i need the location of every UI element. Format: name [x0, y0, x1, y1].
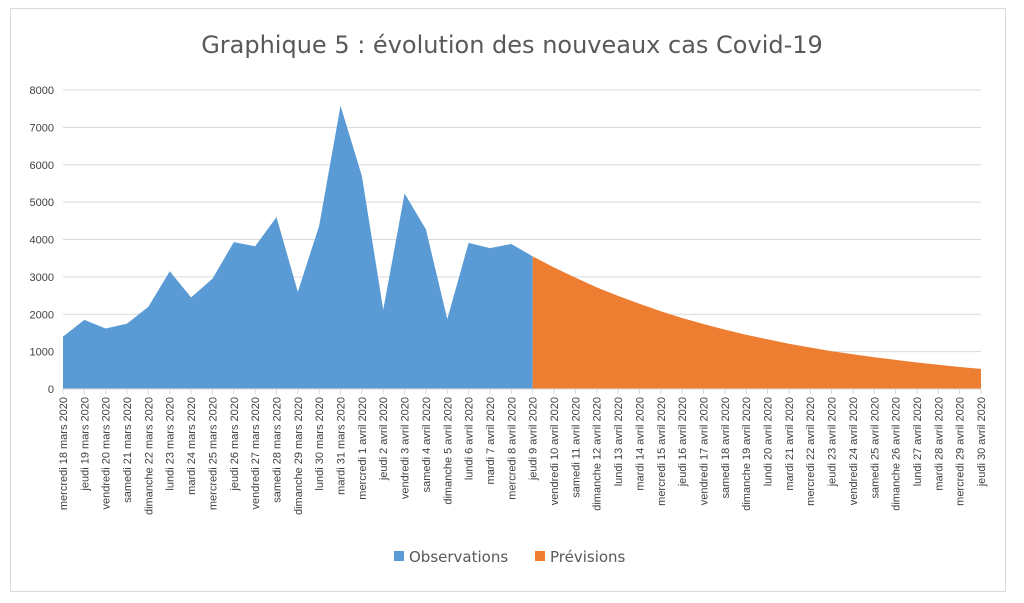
- x-tick-label-32: dimanche 19 avril 2020: [741, 397, 753, 511]
- chart-title: Graphique 5 : évolution des nouveaux cas…: [201, 31, 823, 59]
- x-tick-label-31: samedi 18 avril 2020: [720, 397, 732, 499]
- x-tick-label-25: dimanche 12 avril 2020: [592, 397, 604, 511]
- y-tick-label-5: 5000: [30, 197, 54, 209]
- area-series-previsions: [532, 256, 981, 389]
- y-tick-label-1: 1000: [30, 347, 54, 359]
- x-tick-label-11: dimanche 29 mars 2020: [293, 397, 305, 515]
- x-tick-label-18: dimanche 5 avril 2020: [442, 397, 454, 505]
- x-tick-label-16: vendredi 3 avril 2020: [400, 397, 412, 499]
- x-tick-label-33: lundi 20 avril 2020: [763, 397, 775, 486]
- y-tick-label-8: 8000: [30, 85, 54, 97]
- x-tick-label-41: mardi 28 avril 2020: [933, 397, 945, 491]
- x-tick-label-1: jeudi 19 mars 2020: [79, 397, 91, 492]
- x-tick-label-4: dimanche 22 mars 2020: [143, 397, 155, 515]
- x-tick-label-26: lundi 13 avril 2020: [613, 397, 625, 486]
- y-tick-label-2: 2000: [30, 309, 54, 321]
- x-tick-label-10: samedi 28 mars 2020: [271, 397, 283, 503]
- x-tick-label-21: mercredi 8 avril 2020: [506, 397, 518, 500]
- x-tick-label-38: samedi 25 avril 2020: [869, 397, 881, 499]
- x-tick-label-17: samedi 4 avril 2020: [421, 397, 433, 492]
- x-tick-label-6: mardi 24 mars 2020: [186, 397, 198, 495]
- x-tick-label-37: vendredi 24 avril 2020: [848, 397, 860, 505]
- x-tick-label-22: jeudi 9 avril 2020: [528, 397, 540, 481]
- x-tick-label-42: mercredi 29 avril 2020: [955, 397, 967, 506]
- x-tick-label-24: samedi 11 avril 2020: [570, 397, 582, 498]
- x-tick-label-27: mardi 14 avril 2020: [634, 397, 646, 491]
- x-tick-label-23: vendredi 10 avril 2020: [549, 397, 561, 505]
- x-tick-label-5: lundi 23 mars 2020: [165, 397, 177, 491]
- x-tick-label-43: jeudi 30 avril 2020: [976, 397, 988, 487]
- legend: Observations Prévisions: [394, 548, 626, 566]
- x-tick-label-30: vendredi 17 avril 2020: [698, 397, 710, 505]
- legend-label-0: Observations: [409, 548, 508, 566]
- x-tick-label-34: mardi 21 avril 2020: [784, 397, 796, 491]
- x-tick-label-2: vendredi 20 mars 2020: [101, 397, 113, 510]
- y-axis: 0 1000 2000 3000 4000 5000 6000 7000 8000: [30, 85, 54, 396]
- x-tick-label-15: jeudi 2 avril 2020: [378, 397, 390, 481]
- legend-label-1: Prévisions: [550, 548, 626, 566]
- y-tick-label-6: 6000: [30, 160, 54, 172]
- x-tick-label-9: vendredi 27 mars 2020: [250, 397, 262, 510]
- x-tick-label-0: mercredi 18 mars 2020: [58, 397, 70, 510]
- y-tick-label-0: 0: [48, 384, 54, 396]
- x-tick-label-3: samedi 21 mars 2020: [122, 397, 134, 503]
- y-tick-label-7: 7000: [30, 122, 54, 134]
- x-tick-label-8: jeudi 26 mars 2020: [229, 397, 241, 492]
- x-tick-label-39: dimanche 26 avril 2020: [891, 397, 903, 511]
- x-tick-label-7: mercredi 25 mars 2020: [207, 397, 219, 510]
- x-axis: mercredi 18 mars 2020 jeudi 19 mars 2020 v…: [58, 388, 988, 515]
- x-tick-label-36: jeudi 23 avril 2020: [827, 397, 839, 487]
- data-areas: [62, 105, 982, 389]
- legend-swatch-0: [394, 551, 404, 561]
- x-tick-label-35: mercredi 22 avril 2020: [805, 397, 817, 506]
- y-tick-label-3: 3000: [30, 272, 54, 284]
- x-tick-label-14: mercredi 1 avril 2020: [357, 397, 369, 500]
- x-tick-label-40: lundi 27 avril 2020: [912, 397, 924, 486]
- area-series-observations: [63, 105, 533, 389]
- y-tick-label-4: 4000: [30, 235, 54, 247]
- x-tick-label-19: lundi 6 avril 2020: [464, 397, 476, 480]
- x-tick-label-20: mardi 7 avril 2020: [485, 397, 497, 484]
- x-tick-label-12: lundi 30 mars 2020: [314, 397, 326, 491]
- x-tick-label-28: mercredi 15 avril 2020: [656, 397, 668, 506]
- x-tick-label-13: mardi 31 mars 2020: [336, 397, 348, 495]
- x-tick-label-29: jeudi 16 avril 2020: [677, 397, 689, 487]
- legend-swatch-1: [535, 551, 545, 561]
